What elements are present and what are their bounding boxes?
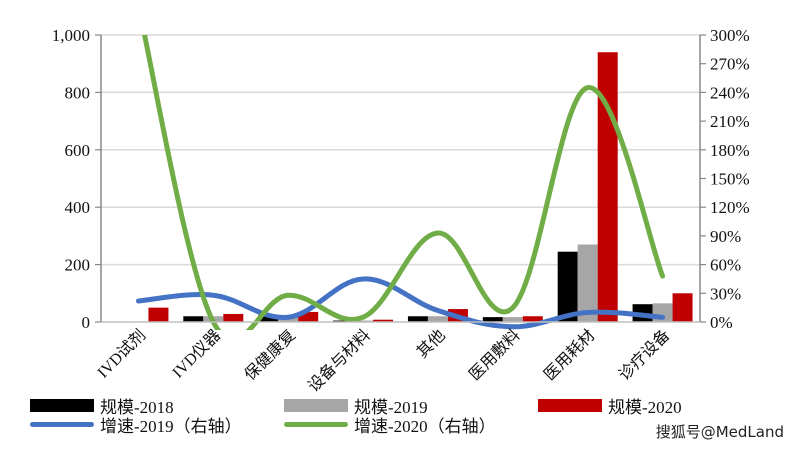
legend-swatch-green-line bbox=[284, 422, 348, 427]
left-axis-tick-label: 600 bbox=[65, 141, 91, 160]
category-label: IVD仪器 bbox=[169, 326, 224, 381]
legend-item-scale-2019: 规模-2019 bbox=[284, 393, 428, 418]
right-axis-tick-label: 150% bbox=[710, 170, 750, 189]
bar bbox=[427, 316, 448, 322]
right-axis-tick-label: 210% bbox=[710, 112, 750, 131]
legend-swatch-red bbox=[538, 399, 602, 412]
legend-label: 规模-2018 bbox=[100, 398, 174, 417]
bar bbox=[373, 319, 394, 322]
growth-line bbox=[142, 35, 666, 330]
legend-item-growth-2019: 增速-2019（右轴） bbox=[30, 412, 242, 437]
category-label: 诊疗设备 bbox=[615, 326, 673, 384]
legend-item-growth-2020: 增速-2020（右轴） bbox=[284, 412, 496, 437]
watermark: 搜狐号@MedLand bbox=[655, 423, 784, 441]
left-axis-tick-label: 0 bbox=[82, 313, 91, 332]
bar bbox=[557, 251, 578, 322]
category-label: 医用敷料 bbox=[465, 325, 524, 384]
legend-swatch-black bbox=[30, 399, 94, 412]
right-axis-tick-label: 30% bbox=[710, 284, 741, 303]
left-axis-tick-label: 800 bbox=[65, 83, 91, 102]
legend-item-scale-2020: 规模-2020 bbox=[538, 393, 682, 418]
left-axis-ticks: 0 200 400 600 800 1,000 bbox=[52, 26, 90, 332]
bar bbox=[482, 317, 503, 322]
legend-swatch-blue-line bbox=[30, 422, 94, 427]
right-axis-tick-label: 120% bbox=[710, 198, 750, 217]
category-label: 设备与材料 bbox=[305, 326, 374, 395]
right-axis-tick-label: 180% bbox=[710, 141, 750, 160]
category-label: 其他 bbox=[413, 326, 448, 361]
legend-label: 规模-2019 bbox=[354, 398, 428, 417]
legend-label: 增速-2019（右轴） bbox=[100, 417, 242, 436]
category-label: 医用耗材 bbox=[541, 326, 599, 384]
left-axis-tick-label: 1,000 bbox=[52, 26, 90, 45]
right-axis-tick-label: 90% bbox=[710, 227, 741, 246]
right-axis-ticks: 0% 30% 60% 90% 120% 150% 180% 210% 240% 270% 300% bbox=[710, 26, 750, 332]
right-axis-tick-label: 0% bbox=[710, 313, 733, 332]
line-series bbox=[135, 35, 666, 330]
bar bbox=[148, 307, 169, 322]
right-axis-tick-label: 270% bbox=[710, 55, 750, 74]
bar bbox=[502, 317, 523, 322]
legend-label: 增速-2020（右轴） bbox=[354, 417, 496, 436]
legend-item-scale-2018: 规模-2018 bbox=[30, 393, 174, 418]
left-axis-tick-label: 200 bbox=[65, 256, 91, 275]
category-label: IVD试剂 bbox=[94, 326, 149, 381]
bar bbox=[183, 316, 204, 322]
category-label: 保健康复 bbox=[241, 326, 299, 384]
bar bbox=[298, 311, 319, 322]
bar-series bbox=[148, 52, 693, 322]
bar bbox=[258, 314, 279, 322]
legend-label: 规模-2020 bbox=[608, 398, 682, 417]
bar bbox=[407, 316, 428, 322]
axes bbox=[95, 34, 706, 323]
right-axis-tick-label: 240% bbox=[710, 83, 750, 102]
bar bbox=[223, 313, 244, 322]
right-axis-tick-label: 300% bbox=[710, 26, 750, 45]
right-axis-tick-label: 60% bbox=[710, 256, 741, 275]
bar bbox=[522, 316, 543, 322]
left-axis-tick-label: 400 bbox=[65, 198, 91, 217]
legend-swatch-gray bbox=[284, 399, 348, 412]
bar bbox=[577, 244, 598, 322]
category-labels: IVD试剂 IVD仪器 保健康复 设备与材料 其他 医用敷料 医用耗材 诊疗设备 bbox=[94, 325, 674, 395]
bar bbox=[672, 293, 693, 322]
